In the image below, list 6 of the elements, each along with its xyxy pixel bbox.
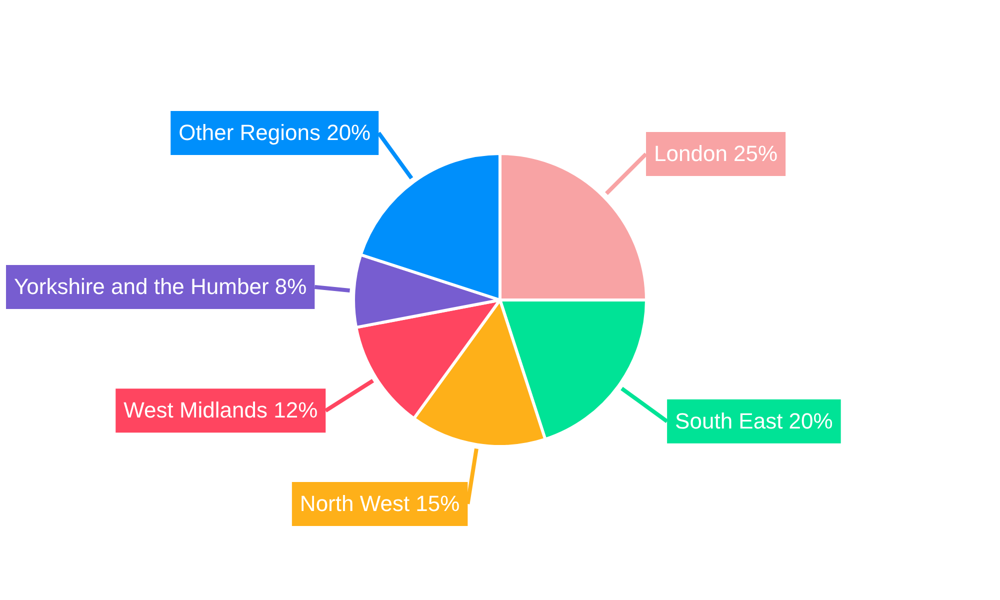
slice-label: North West 15% — [300, 491, 460, 516]
slice-label: London 25% — [654, 141, 778, 166]
slice-label: Other Regions 20% — [178, 120, 371, 145]
slice-label: West Midlands 12% — [124, 398, 318, 423]
slice-label: South East 20% — [675, 408, 833, 434]
slice-label: Yorkshire and the Humber 8% — [14, 274, 307, 300]
